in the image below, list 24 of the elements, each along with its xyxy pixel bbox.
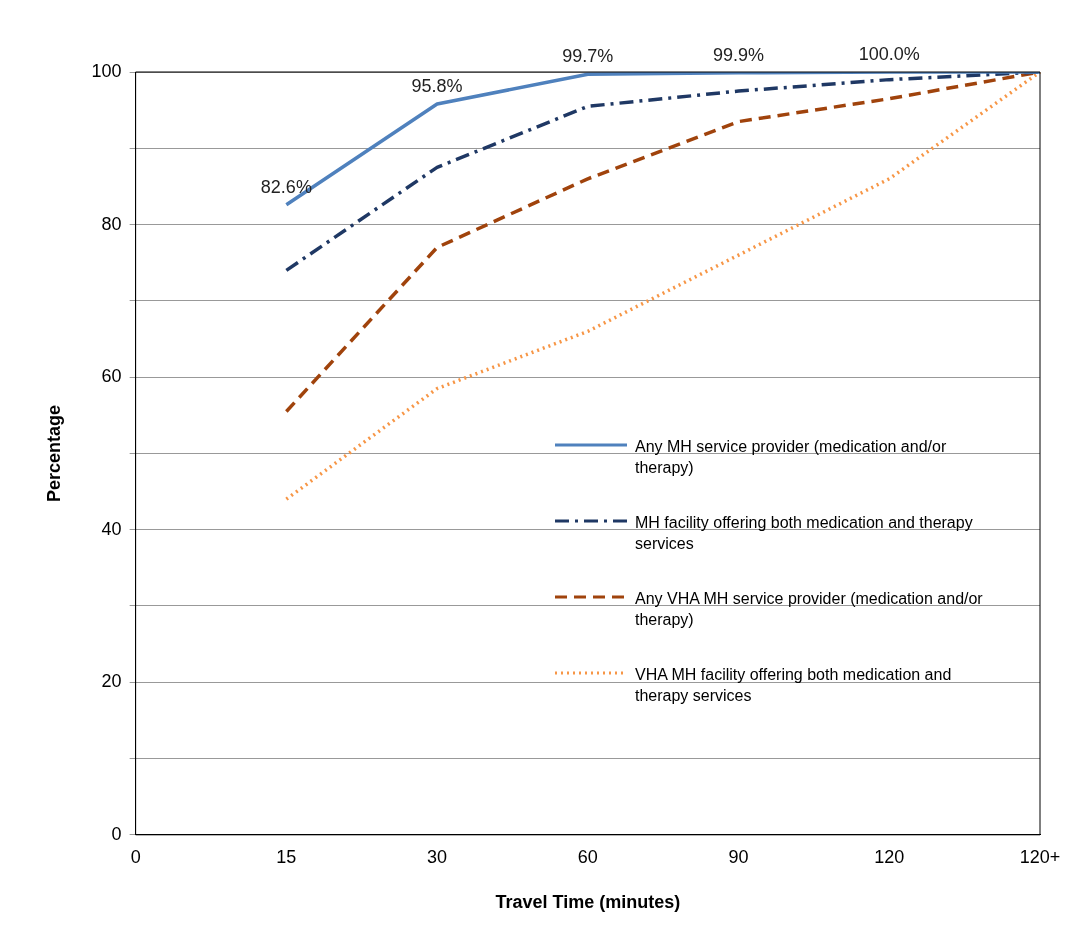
legend-label: Any VHA MH service provider (medication and/or therapy) (635, 589, 984, 630)
y-tick-label: 100 (91, 60, 122, 81)
y-axis-title: Percentage (43, 404, 64, 502)
legend-label: VHA MH facility offering both medication and therapy services (635, 665, 953, 706)
data-label: 82.6% (260, 176, 312, 197)
data-label: 99.7% (562, 46, 614, 67)
x-tick-label: 0 (130, 846, 141, 867)
x-tick-label: 15 (276, 846, 297, 867)
data-label: 99.9% (713, 44, 765, 65)
y-tick-label: 0 (111, 823, 122, 844)
x-tick-label: 120 (874, 846, 905, 867)
x-axis-title: Travel Time (minutes) (495, 892, 681, 913)
y-tick-label: 20 (101, 671, 122, 692)
x-tick-label: 30 (427, 846, 448, 867)
y-tick-label: 40 (101, 518, 122, 539)
x-tick-label: 120+ (1019, 846, 1061, 867)
legend-label: MH facility offering both medication and therapy services (635, 513, 974, 554)
y-tick-label: 80 (101, 213, 122, 234)
data-label: 100.0% (858, 43, 920, 64)
data-label: 95.8% (411, 76, 463, 97)
legend-label: Any MH service provider (medication and/or therapy) (635, 437, 948, 478)
x-tick-label: 60 (577, 846, 598, 867)
x-tick-label: 90 (728, 846, 749, 867)
y-tick-label: 60 (101, 366, 122, 387)
